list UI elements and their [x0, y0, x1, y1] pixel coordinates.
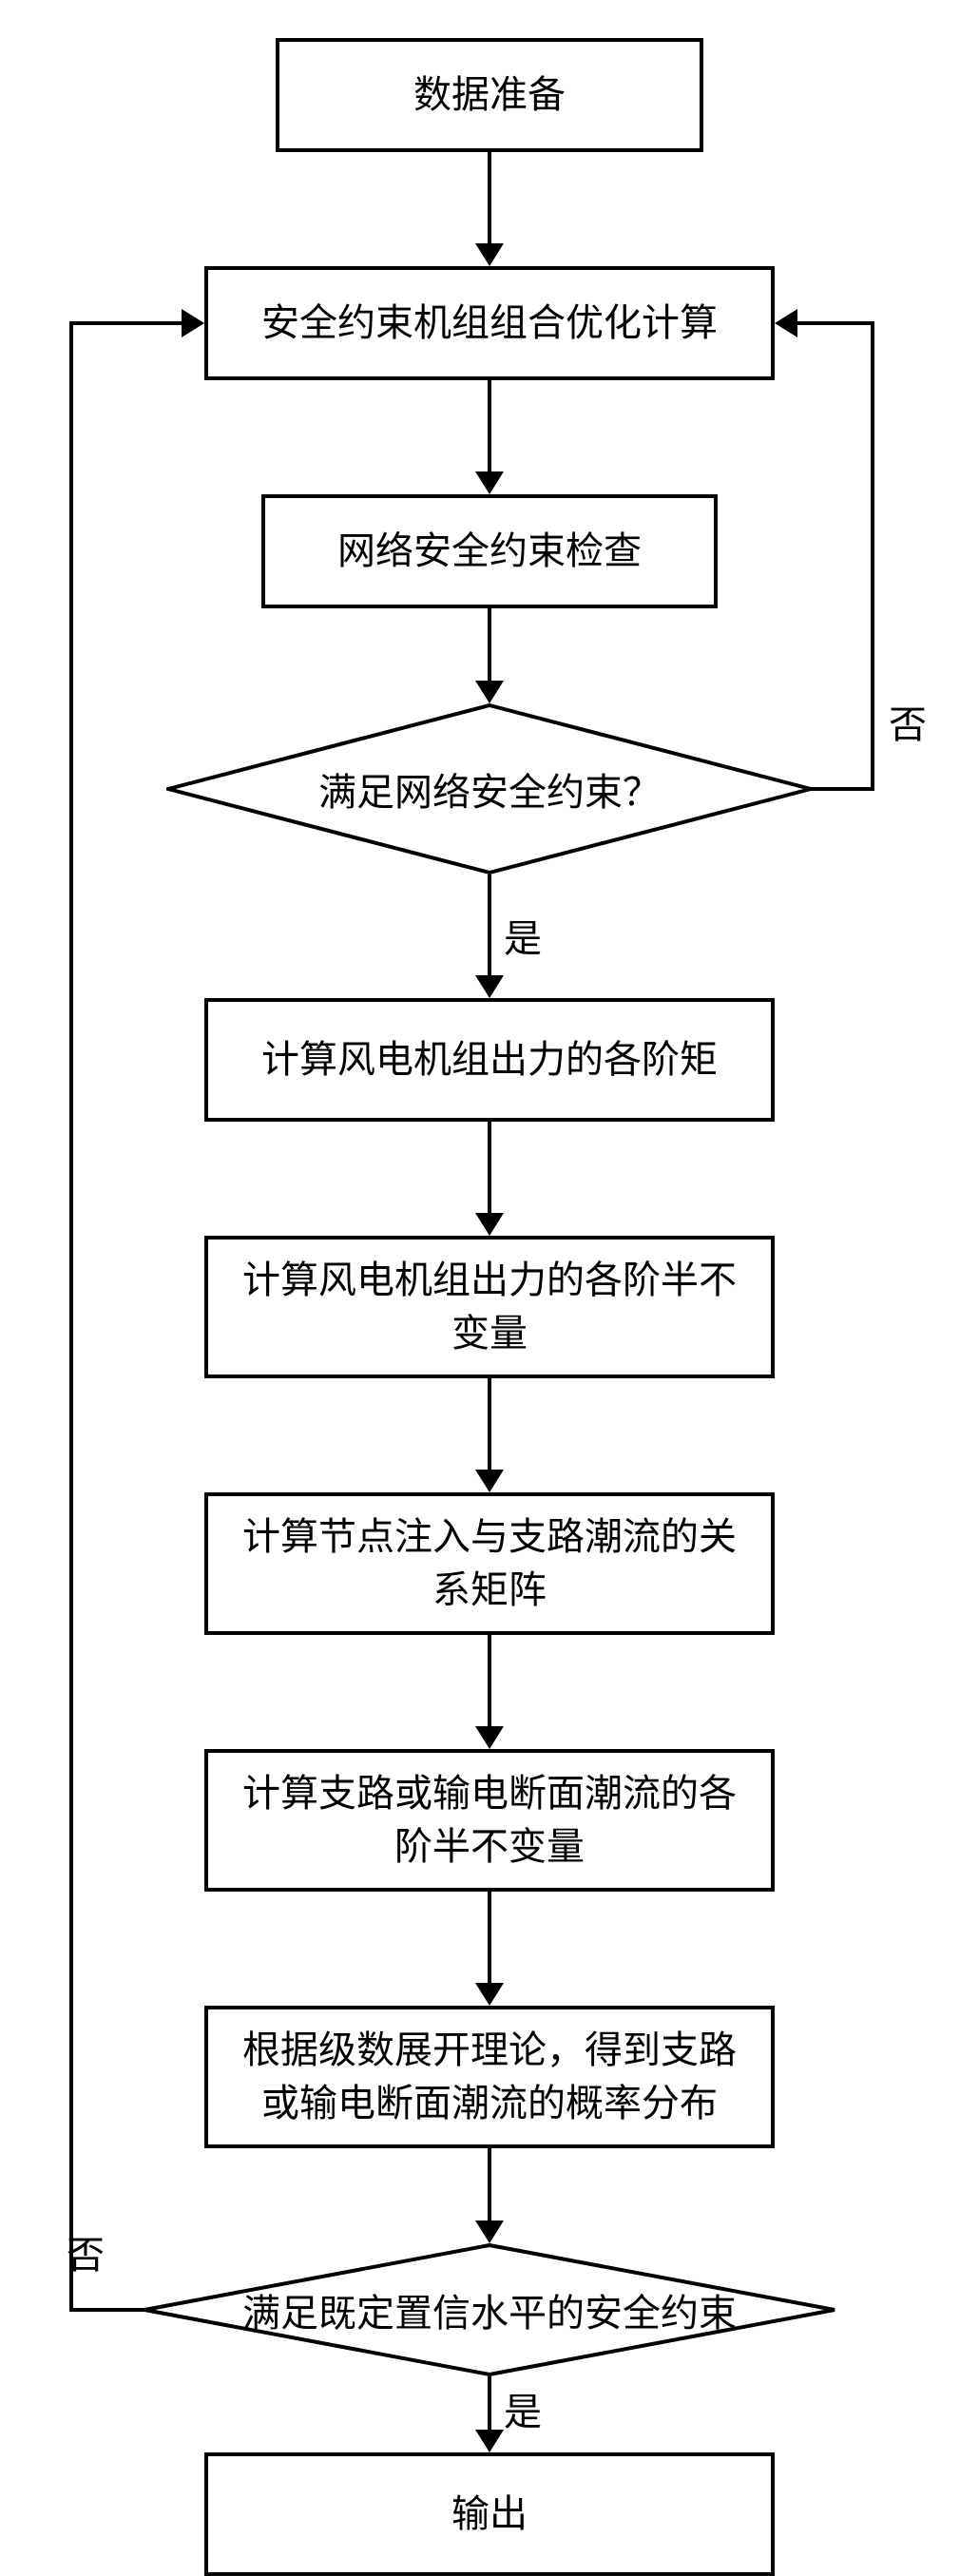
edge: [488, 2148, 491, 2220]
arrow-head-icon: [475, 243, 504, 266]
node-label: 输出: [451, 2488, 528, 2541]
arrow-head-icon: [182, 309, 204, 337]
node-branch-semi-invariants: 计算支路或输电断面潮流的各 阶半不变量: [204, 1749, 775, 1892]
arrow-head-icon: [475, 471, 504, 494]
arrow-head-icon: [475, 975, 504, 998]
label-no: 否: [889, 694, 927, 749]
node-label: 计算风电机组出力的各阶矩: [261, 1033, 718, 1086]
decision-net-security: 满足网络安全约束？: [166, 703, 813, 875]
label-yes: 是: [504, 2381, 542, 2436]
edge: [69, 321, 73, 2312]
node-output: 输出: [204, 2452, 775, 2576]
flowchart-container: 数据准备 安全约束机组组合优化计算 网络安全约束检查 满足网络安全约束？ 计算风…: [0, 0, 960, 2522]
node-scuc-opt: 安全约束机组组合优化计算: [204, 266, 775, 380]
edge: [811, 787, 874, 791]
edge: [488, 152, 491, 243]
arrow-head-icon: [775, 309, 797, 337]
node-label: 网络安全约束检查: [337, 525, 642, 578]
node-moments: 计算风电机组出力的各阶矩: [204, 998, 775, 1122]
node-data-prep: 数据准备: [276, 38, 703, 152]
node-label: 计算节点注入与支路潮流的关 系矩阵: [242, 1510, 737, 1617]
arrow-head-icon: [475, 1213, 504, 1236]
node-label: 计算支路或输电断面潮流的各 阶半不变量: [242, 1767, 737, 1874]
node-series-expansion: 根据级数展开理论，得到支路 或输电断面潮流的概率分布: [204, 2006, 775, 2148]
node-label: 安全约束机组组合优化计算: [261, 297, 718, 350]
edge: [488, 608, 491, 681]
edge: [797, 321, 874, 325]
node-label: 根据级数展开理论，得到支路 或输电断面潮流的概率分布: [242, 2024, 737, 2130]
node-injection-branch-matrix: 计算节点注入与支路潮流的关 系矩阵: [204, 1492, 775, 1635]
edge: [488, 1378, 491, 1470]
label-no: 否: [67, 2224, 105, 2279]
arrow-head-icon: [475, 1726, 504, 1749]
node-label: 数据准备: [413, 68, 566, 122]
arrow-head-icon: [475, 2430, 504, 2452]
arrow-head-icon: [475, 1470, 504, 1492]
edge: [488, 1892, 491, 1983]
edge: [488, 1635, 491, 1726]
edge: [488, 2376, 491, 2430]
edge: [69, 2308, 144, 2312]
arrow-head-icon: [475, 1983, 504, 2006]
node-semi-invariants: 计算风电机组出力的各阶半不 变量: [204, 1236, 775, 1378]
decision-confidence: 满足既定置信水平的安全约束: [143, 2243, 836, 2376]
edge: [871, 321, 874, 791]
edge: [488, 1122, 491, 1213]
arrow-head-icon: [475, 2220, 504, 2243]
arrow-head-icon: [475, 681, 504, 703]
edge: [488, 875, 491, 975]
edge: [488, 380, 491, 471]
node-label: 计算风电机组出力的各阶半不 变量: [242, 1254, 737, 1360]
node-net-security-check: 网络安全约束检查: [261, 494, 718, 608]
edge: [69, 321, 182, 325]
label-yes: 是: [504, 908, 542, 963]
